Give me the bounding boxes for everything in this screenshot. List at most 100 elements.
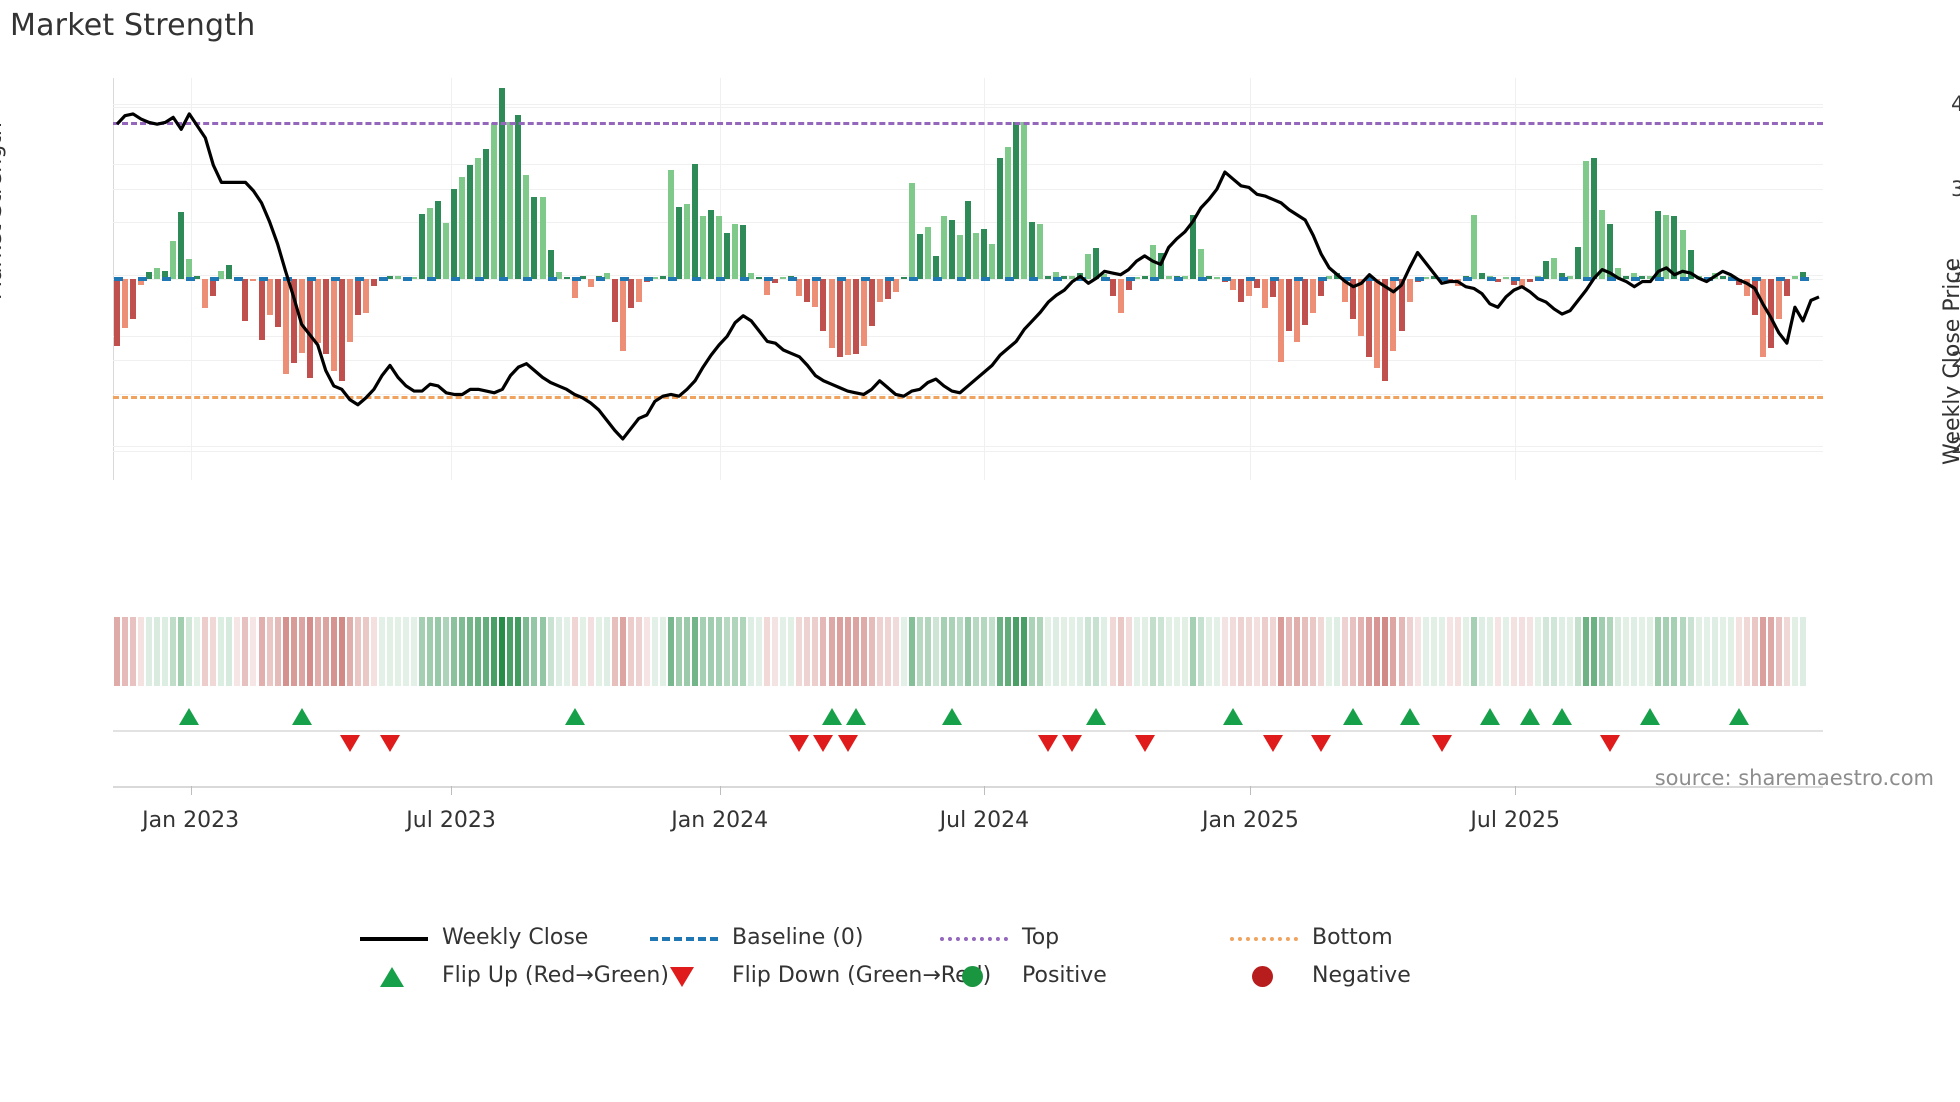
flip-up-marker (1552, 708, 1573, 725)
bar (659, 275, 666, 279)
heatmap-cell (635, 617, 642, 686)
bar (1759, 279, 1766, 357)
flip-up-marker (1343, 708, 1364, 725)
baseline-dash (1197, 277, 1207, 281)
circle-swatch-icon (940, 965, 1008, 987)
heatmap-cell (1575, 617, 1582, 686)
baseline-dash (1245, 277, 1255, 281)
heatmap-cell (419, 617, 426, 686)
bar (1631, 273, 1638, 279)
heatmap-cell (1221, 617, 1228, 686)
heatmap-cell (708, 617, 715, 686)
bar (1671, 215, 1678, 279)
bar (435, 201, 442, 279)
flip-up-marker (941, 708, 962, 725)
heatmap-cell (1647, 617, 1654, 686)
heatmap-cell (948, 617, 955, 686)
bar (1045, 276, 1052, 279)
dotted-line-swatch-icon (940, 927, 1008, 949)
bar (467, 165, 474, 279)
heatmap-cell (210, 617, 217, 686)
bar (989, 243, 996, 279)
baseline-dash (378, 277, 388, 281)
heatmap-cell (491, 617, 498, 686)
heatmap-cell (515, 617, 522, 686)
line-swatch-icon (360, 927, 428, 949)
baseline-dash (1438, 277, 1448, 281)
heatmap-cell (499, 617, 506, 686)
bar (860, 279, 867, 346)
baseline-dash (403, 277, 413, 281)
bar (1262, 279, 1269, 308)
bar (965, 201, 971, 279)
legend-item[interactable]: Bottom (1230, 925, 1393, 950)
legend-item-label: Negative (1312, 963, 1411, 988)
bar (997, 158, 1004, 279)
heatmap-cell (194, 617, 201, 686)
x-axis-tick (451, 786, 453, 795)
heatmap-cell (571, 617, 578, 686)
gridline (113, 451, 1823, 453)
bar (1254, 279, 1260, 288)
baseline-dash (138, 277, 148, 281)
heatmap-cell (1639, 617, 1646, 686)
baseline-dash (1607, 277, 1617, 281)
heatmap-cell (451, 617, 458, 686)
heatmap-cell (467, 617, 474, 686)
bar (1767, 279, 1774, 348)
heatmap-cell (306, 617, 313, 686)
bar (1085, 253, 1092, 279)
heatmap-cell (1053, 617, 1060, 686)
bar (1791, 275, 1798, 279)
bar (338, 279, 345, 382)
bar (1719, 276, 1726, 279)
heatmap-cell (844, 617, 851, 686)
strength-heatmap-strip (113, 617, 1823, 686)
heatmap-cell (242, 617, 249, 686)
heatmap-cell (250, 617, 257, 686)
heatmap-cell (435, 617, 442, 686)
heatmap-cell (475, 617, 482, 686)
bar (491, 122, 498, 279)
bar (876, 279, 883, 302)
heatmap-cell (900, 617, 907, 686)
bar (1623, 275, 1630, 279)
heatmap-cell (1486, 617, 1493, 686)
bar (627, 279, 634, 308)
legend-item[interactable]: Positive (940, 963, 1107, 988)
bar (1021, 121, 1028, 279)
bar (507, 121, 514, 279)
heatmap-cell (443, 617, 450, 686)
bar (1494, 279, 1501, 282)
legend-item[interactable]: Negative (1230, 963, 1411, 988)
legend-item[interactable]: Flip Down (Green→Red) (650, 963, 991, 988)
legend-item[interactable]: Flip Up (Red→Green) (360, 963, 669, 988)
bar (820, 279, 827, 331)
bar (1647, 275, 1654, 279)
heatmap-cell (1607, 617, 1614, 686)
baseline-dash (932, 277, 942, 281)
legend-item[interactable]: Weekly Close (360, 925, 588, 950)
bar (202, 279, 209, 308)
heatmap-cell (547, 617, 554, 686)
x-axis-tick-label: Jan 2024 (671, 808, 769, 833)
heatmap-cell (852, 617, 859, 686)
bar (563, 276, 570, 279)
y-axis-right-tick-label: 30.00 (1951, 262, 1960, 287)
heatmap-cell (1189, 617, 1196, 686)
flip-up-marker (1519, 708, 1540, 725)
legend-item-label: Bottom (1312, 925, 1393, 950)
legend-item[interactable]: Baseline (0) (650, 925, 863, 950)
heatmap-cell (555, 617, 562, 686)
bar (427, 207, 434, 279)
heatmap-cell (386, 617, 393, 686)
legend-item[interactable]: Top (940, 925, 1059, 950)
bar (459, 176, 466, 279)
gridline (113, 103, 1823, 105)
bar (266, 279, 273, 315)
bar (1189, 215, 1196, 279)
bar (1398, 279, 1405, 331)
reference-line (113, 121, 1823, 125)
heatmap-cell (1446, 617, 1453, 686)
bar (1478, 273, 1485, 279)
